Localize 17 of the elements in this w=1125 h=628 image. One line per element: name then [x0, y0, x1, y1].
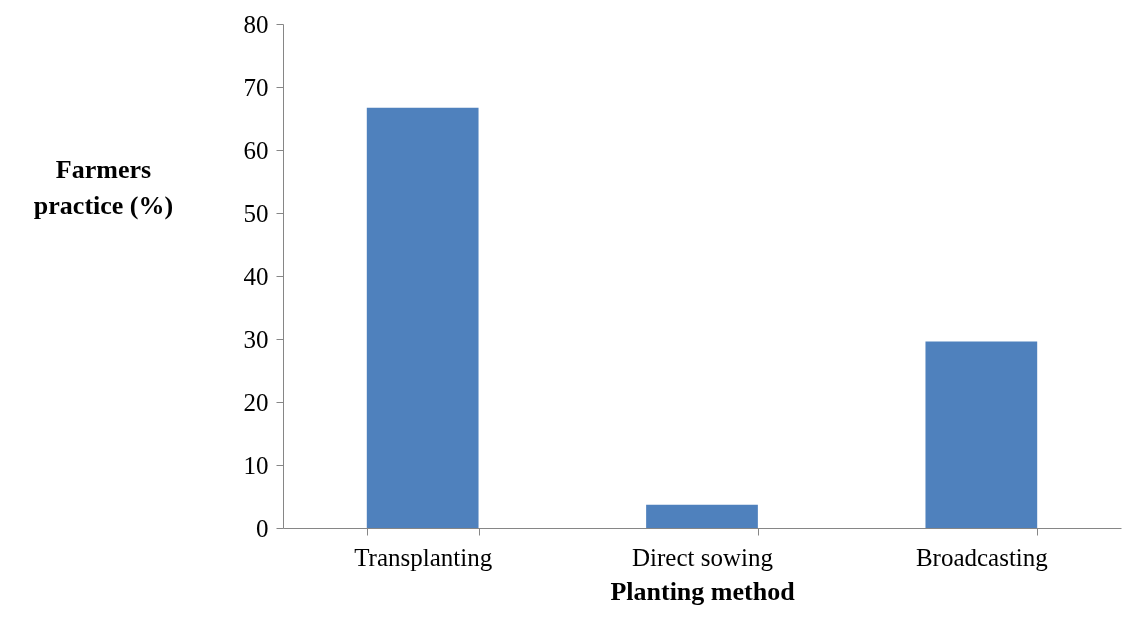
- y-tick-label: 50: [243, 199, 269, 227]
- y-tick-label: 60: [243, 136, 269, 164]
- y-tick-label: 0: [256, 514, 269, 542]
- y-axis-title: Farmers practice (%): [33, 154, 174, 220]
- x-tick-label: Direct sowing: [632, 543, 774, 571]
- x-tick-label: Broadcasting: [915, 543, 1049, 571]
- y-tick-label: 20: [243, 388, 269, 416]
- y-tick-label: 10: [243, 451, 269, 479]
- bar: [646, 504, 758, 528]
- y-tick-label: 80: [243, 10, 269, 38]
- bar: [366, 107, 479, 528]
- y-tick-label: 30: [243, 325, 269, 353]
- y-tick-label: 70: [243, 73, 269, 101]
- y-tick-label: 40: [243, 262, 269, 290]
- bar: [925, 341, 1038, 528]
- x-axis-title: Planting method: [610, 576, 796, 606]
- x-tick-label: Transplanting: [354, 543, 493, 571]
